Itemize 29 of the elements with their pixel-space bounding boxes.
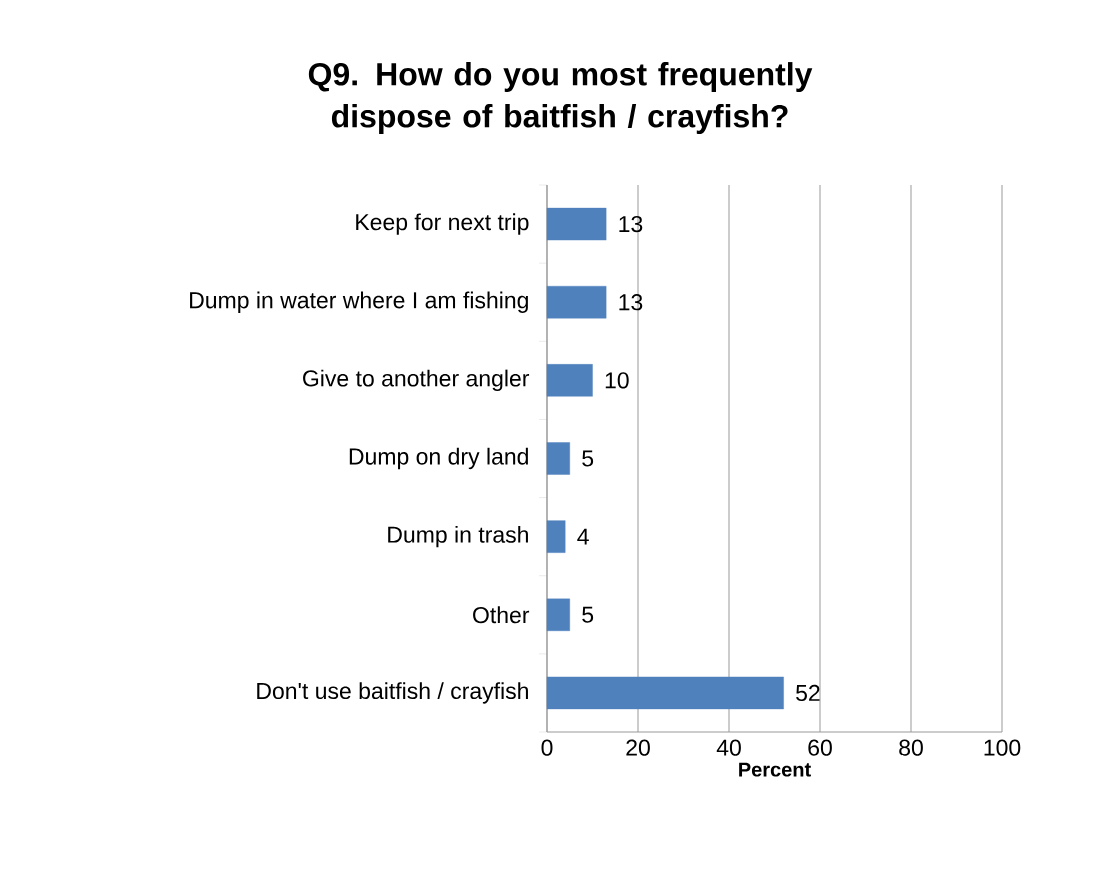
y-tick-label: Dump in trash [388,525,528,548]
data-label: 4 [577,528,589,545]
bar [546,676,784,710]
y-tick-label: Dump on dry land [349,447,528,470]
bar [546,442,570,475]
x-tick-label: 60 [808,739,832,756]
x-tick-label: 20 [626,739,650,756]
x-axis-title: Percent [739,762,811,777]
data-label: 5 [582,450,594,467]
data-label: 13 [619,294,643,311]
data-label: 10 [605,372,629,389]
x-tick-label: 0 [541,739,553,756]
y-tick-label: Give to another angler [303,369,530,392]
y-tick-label: Don't use baitfish / crayfish [257,682,528,704]
x-tick-label: 40 [716,739,741,756]
bar [546,364,593,397]
y-tick-label: Dump in water where I am fishing [190,291,528,313]
x-tick-label: 100 [984,739,1021,756]
data-label: 52 [796,684,820,702]
y-tick-label: Other [473,606,530,624]
data-label: 13 [619,215,643,233]
bar [546,598,570,631]
bar [546,207,607,241]
data-label: 5 [582,606,594,623]
bar [546,520,566,553]
y-tick-label: Keep for next trip [356,213,529,235]
chart-title: Q9. How do you most frequently dispose of baitfish / crayfish? [308,62,813,134]
x-tick-label: 80 [899,739,923,756]
bar [546,286,607,319]
